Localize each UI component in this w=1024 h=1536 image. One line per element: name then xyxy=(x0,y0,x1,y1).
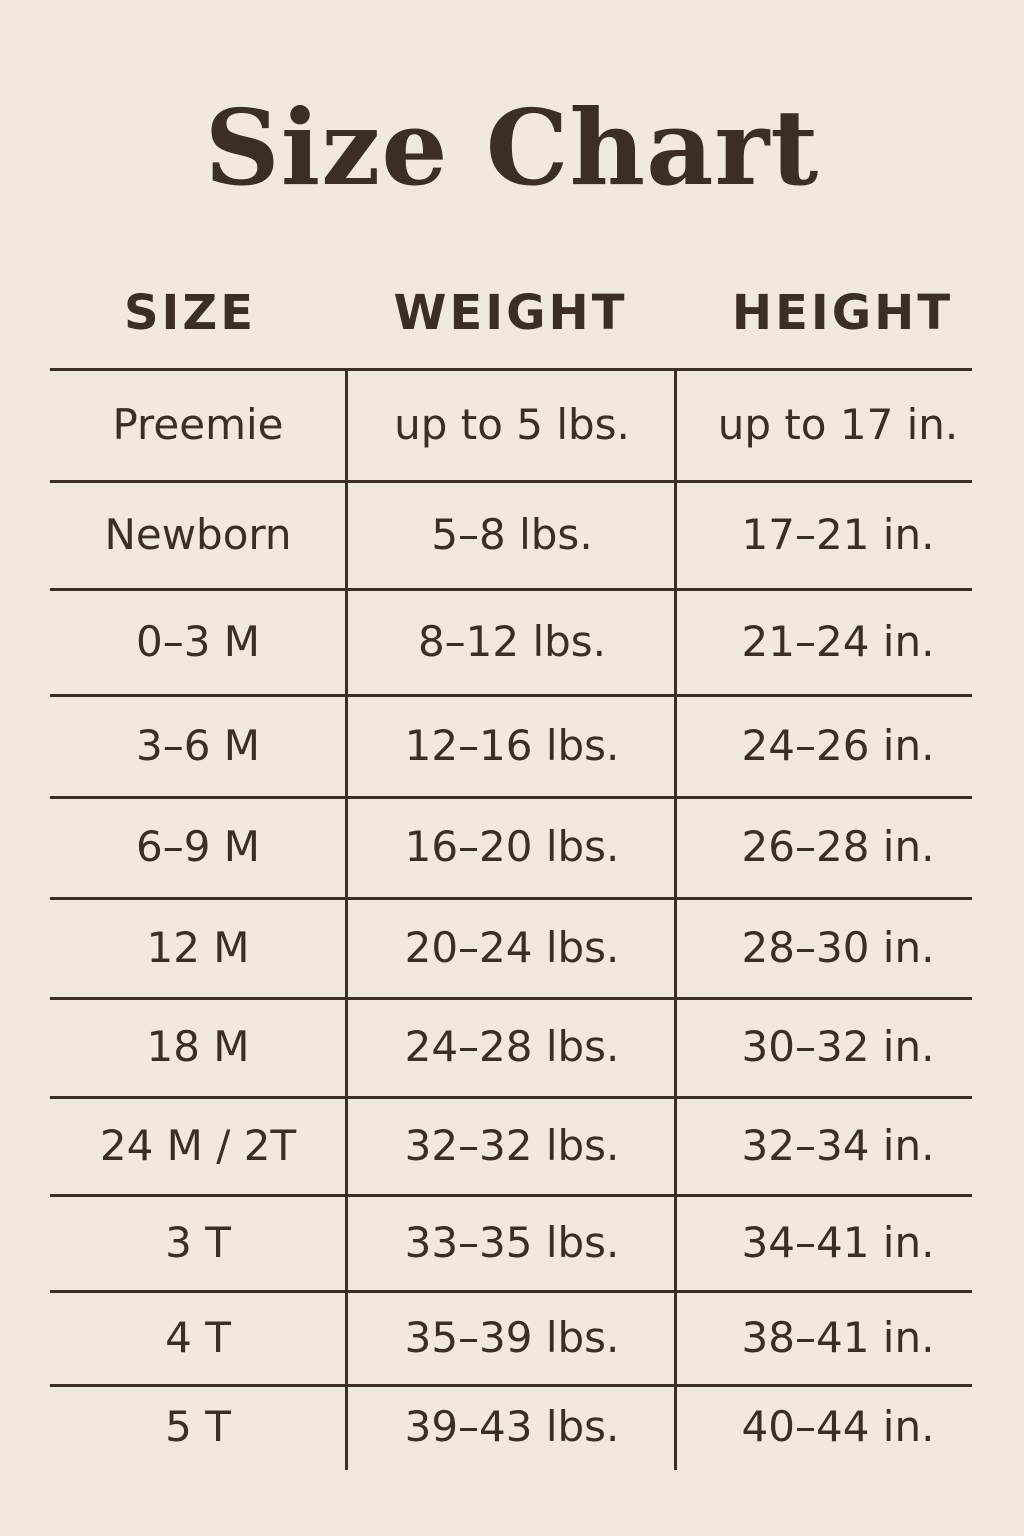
height-cell: 34–41 in. xyxy=(741,1217,935,1267)
height-cell: 32–34 in. xyxy=(741,1120,935,1170)
weight-cell: 32–32 lbs. xyxy=(404,1120,620,1170)
page-title: Size Chart xyxy=(204,86,820,209)
size-cell: Newborn xyxy=(104,509,292,559)
size-cell: 18 M xyxy=(146,1022,250,1071)
column-divider xyxy=(674,369,677,1470)
header-size: SIZE xyxy=(123,285,257,341)
row-divider xyxy=(50,694,972,697)
header-height: HEIGHT xyxy=(731,285,954,341)
row-divider xyxy=(50,1096,972,1099)
weight-cell: 35–39 lbs. xyxy=(404,1312,620,1362)
row-divider xyxy=(50,1194,972,1197)
size-cell: 0–3 M xyxy=(135,616,261,666)
weight-cell: 8–12 lbs. xyxy=(417,616,607,666)
weight-cell: up to 5 lbs. xyxy=(394,399,630,449)
height-cell: 38–41 in. xyxy=(741,1312,935,1362)
row-divider xyxy=(50,368,972,371)
size-cell: 12 M xyxy=(146,922,250,972)
row-divider xyxy=(50,1290,972,1293)
header-weight: WEIGHT xyxy=(393,285,628,341)
weight-cell: 39–43 lbs. xyxy=(404,1402,620,1451)
size-cell: 24 M / 2T xyxy=(99,1120,297,1170)
row-divider xyxy=(50,480,972,483)
height-cell: 30–32 in. xyxy=(741,1022,935,1071)
column-divider xyxy=(345,369,348,1470)
height-cell: 28–30 in. xyxy=(741,922,935,972)
weight-cell: 33–35 lbs. xyxy=(404,1217,620,1267)
size-cell: 3 T xyxy=(165,1217,231,1267)
row-divider xyxy=(50,588,972,591)
row-divider xyxy=(50,796,972,799)
row-divider xyxy=(50,1384,972,1387)
height-cell: 21–24 in. xyxy=(741,616,935,666)
height-cell: 40–44 in. xyxy=(741,1402,935,1451)
weight-cell: 12–16 lbs. xyxy=(404,720,620,770)
height-cell: 17–21 in. xyxy=(741,509,935,559)
size-cell: 5 T xyxy=(165,1402,231,1451)
size-cell: 6–9 M xyxy=(135,822,261,871)
size-cell: 3–6 M xyxy=(135,720,261,770)
height-cell: up to 17 in. xyxy=(717,399,959,449)
height-cell: 26–28 in. xyxy=(741,822,935,871)
height-cell: 24–26 in. xyxy=(741,720,935,770)
weight-cell: 24–28 lbs. xyxy=(404,1022,620,1071)
row-divider xyxy=(50,997,972,1000)
size-cell: 4 T xyxy=(165,1312,231,1362)
weight-cell: 20–24 lbs. xyxy=(404,922,620,972)
size-cell: Preemie xyxy=(112,399,284,449)
weight-cell: 16–20 lbs. xyxy=(404,822,620,871)
row-divider xyxy=(50,897,972,900)
weight-cell: 5–8 lbs. xyxy=(431,509,593,559)
